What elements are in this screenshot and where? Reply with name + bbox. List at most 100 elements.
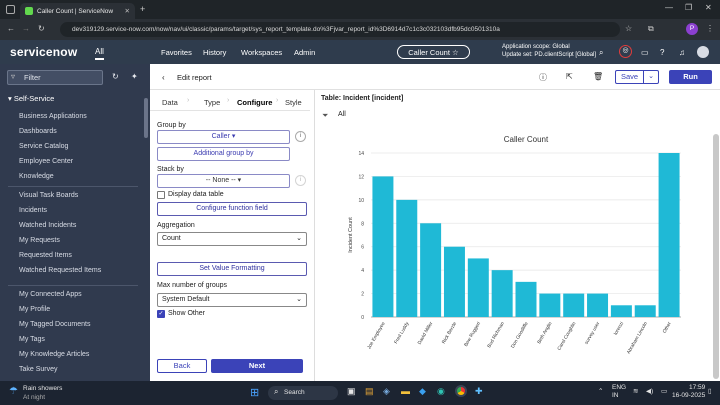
sidebar-item[interactable]: Incidents <box>19 207 48 214</box>
back-arrow-icon[interactable]: ← <box>7 24 15 33</box>
start-icon[interactable]: ⊞ <box>250 387 260 399</box>
sidebar-item[interactable]: Service Catalog <box>19 143 69 150</box>
store-icon[interactable]: ◆ <box>419 386 426 396</box>
sidebar-scrollbar[interactable] <box>144 98 148 138</box>
sidebar-item[interactable]: Dashboards <box>19 128 57 135</box>
back-button[interactable]: Back <box>157 359 207 373</box>
taskbar-search-label: Search <box>284 389 305 396</box>
stack-by-select[interactable]: -- None -- ▾ <box>157 174 290 188</box>
filter-input[interactable]: Filter <box>7 70 103 85</box>
weather-text[interactable]: Rain showers <box>23 385 63 392</box>
copilot-icon[interactable]: ◈ <box>383 386 390 396</box>
tab-data[interactable]: Data <box>162 98 178 107</box>
profile-avatar[interactable]: P <box>686 23 698 35</box>
close-window-icon[interactable]: ✕ <box>705 3 712 12</box>
application-scope[interactable]: Application scope: Global Update set: PD… <box>502 44 596 59</box>
save-button[interactable]: Save <box>615 70 644 84</box>
sidebar-item[interactable]: Business Applications <box>19 113 87 120</box>
delete-icon[interactable]: 🗑 <box>593 72 604 81</box>
nav-history[interactable]: History <box>203 48 227 57</box>
chrome-icon[interactable] <box>455 385 467 397</box>
group-by-info-icon[interactable]: i <box>295 131 306 142</box>
sidebar-item[interactable]: Watched Requested Items <box>19 267 102 274</box>
filter-funnel-icon[interactable]: ⏷ <box>322 111 329 120</box>
back-chevron-icon[interactable]: ‹ <box>162 73 165 82</box>
sidebar-item[interactable]: Requested Items <box>19 252 72 259</box>
aggregation-value: Count <box>162 235 181 242</box>
browser-menu-icon[interactable]: ⋮ <box>706 24 714 33</box>
next-button[interactable]: Next <box>211 359 303 373</box>
sidebar-item[interactable]: Knowledge <box>19 173 54 180</box>
nav-favorites[interactable]: Favorites <box>161 48 192 57</box>
clock[interactable]: 17:59 16-09-2025 <box>672 384 705 400</box>
sidebar-item[interactable]: Take Survey <box>19 366 58 373</box>
search-icon[interactable]: ⌕ <box>599 48 604 57</box>
info-icon[interactable]: ⓘ <box>539 73 547 82</box>
group-by-select[interactable]: Caller ▾ <box>157 130 290 144</box>
language-indicator[interactable]: ENG IN <box>612 384 626 400</box>
sidebar-item[interactable]: My Tags <box>19 336 45 343</box>
configure-function-field-button[interactable]: Configure function field <box>157 202 307 216</box>
additional-group-by-button[interactable]: Additional group by <box>157 147 290 161</box>
help-icon[interactable]: ? <box>660 48 665 57</box>
set-value-formatting-button[interactable]: Set Value Formatting <box>157 262 307 276</box>
browser-tab[interactable]: Caller Count | ServiceNow ✕ <box>20 3 135 19</box>
tab-style[interactable]: Style <box>285 98 302 107</box>
tab-type[interactable]: Type <box>204 98 221 107</box>
tab-list-icon[interactable] <box>6 5 15 14</box>
group-by-label: Group by <box>157 122 186 129</box>
main-scrollbar[interactable] <box>713 134 719 379</box>
sidebar-item[interactable]: Employee Center <box>19 158 74 165</box>
max-groups-select[interactable]: System Default ⌄ <box>157 293 307 307</box>
report-title-pill[interactable]: Caller Count ☆ <box>397 45 470 59</box>
battery-icon[interactable]: ▭ <box>661 388 668 395</box>
stack-by-info-icon[interactable]: i <box>295 175 306 186</box>
user-avatar[interactable] <box>697 46 709 58</box>
tray-chevron-icon[interactable]: ⌃ <box>598 388 604 395</box>
sidebar-item[interactable]: My Requests <box>19 237 60 244</box>
save-options-chevron-icon[interactable]: ⌄ <box>644 70 659 84</box>
close-tab-icon[interactable]: ✕ <box>124 8 130 15</box>
sidebar-item[interactable]: My Connected Apps <box>19 291 82 298</box>
volume-icon[interactable]: ◀) <box>646 388 654 395</box>
forward-arrow-icon[interactable]: → <box>22 24 30 33</box>
restore-icon[interactable]: ❐ <box>685 3 693 12</box>
servicenow-logo[interactable]: servicenow <box>10 45 78 59</box>
share-icon[interactable]: ⇱ <box>566 72 573 81</box>
notification-icon[interactable]: ▯ <box>708 388 712 395</box>
notifications-bell-icon[interactable]: ♫ <box>679 48 685 57</box>
self-service-section[interactable]: ▾ Self-Service <box>8 94 55 103</box>
sidebar-item[interactable]: My Tagged Documents <box>19 321 91 328</box>
refresh-icon[interactable]: ↻ <box>112 72 119 81</box>
chat-icon[interactable]: ▭ <box>641 48 649 57</box>
all-menu-button[interactable]: All <box>95 47 104 60</box>
app-icon[interactable]: ✚ <box>475 386 483 396</box>
extensions-icon[interactable]: ⧉ <box>648 24 654 33</box>
reload-icon[interactable]: ↻ <box>38 24 45 33</box>
run-button[interactable]: Run <box>669 70 712 84</box>
url-input[interactable]: dev319129.service-now.com/now/nav/ui/cla… <box>60 22 620 37</box>
widgets-icon[interactable]: ▤ <box>365 386 374 396</box>
sidebar-item[interactable]: My Knowledge Articles <box>19 351 90 358</box>
file-explorer-icon[interactable]: ▬ <box>401 386 410 396</box>
display-data-table-checkbox[interactable] <box>157 191 165 199</box>
bar <box>587 293 609 317</box>
task-view-icon[interactable]: ▣ <box>347 386 356 396</box>
pin-icon[interactable]: ✦ <box>131 72 138 81</box>
taskbar-search-icon: ⌕ <box>274 387 279 396</box>
show-other-checkbox[interactable]: ✓ <box>157 310 165 318</box>
sidebar-item[interactable]: Visual Task Boards <box>19 192 79 199</box>
minimize-icon[interactable]: — <box>665 3 673 12</box>
new-tab-icon[interactable]: + <box>140 4 146 14</box>
nav-workspaces[interactable]: Workspaces <box>241 48 283 57</box>
edge-icon[interactable]: ◉ <box>437 386 445 396</box>
nav-admin[interactable]: Admin <box>294 48 316 57</box>
wifi-icon[interactable]: ≋ <box>633 388 639 395</box>
tab-configure[interactable]: Configure <box>237 98 273 107</box>
taskbar-search[interactable]: Search <box>268 386 338 400</box>
globe-icon[interactable]: ◎ <box>619 45 632 58</box>
aggregation-select[interactable]: Count ⌄ <box>157 232 307 246</box>
sidebar-item[interactable]: Watched Incidents <box>19 222 77 229</box>
bookmark-star-icon[interactable]: ☆ <box>625 24 633 33</box>
sidebar-item[interactable]: My Profile <box>19 306 51 313</box>
